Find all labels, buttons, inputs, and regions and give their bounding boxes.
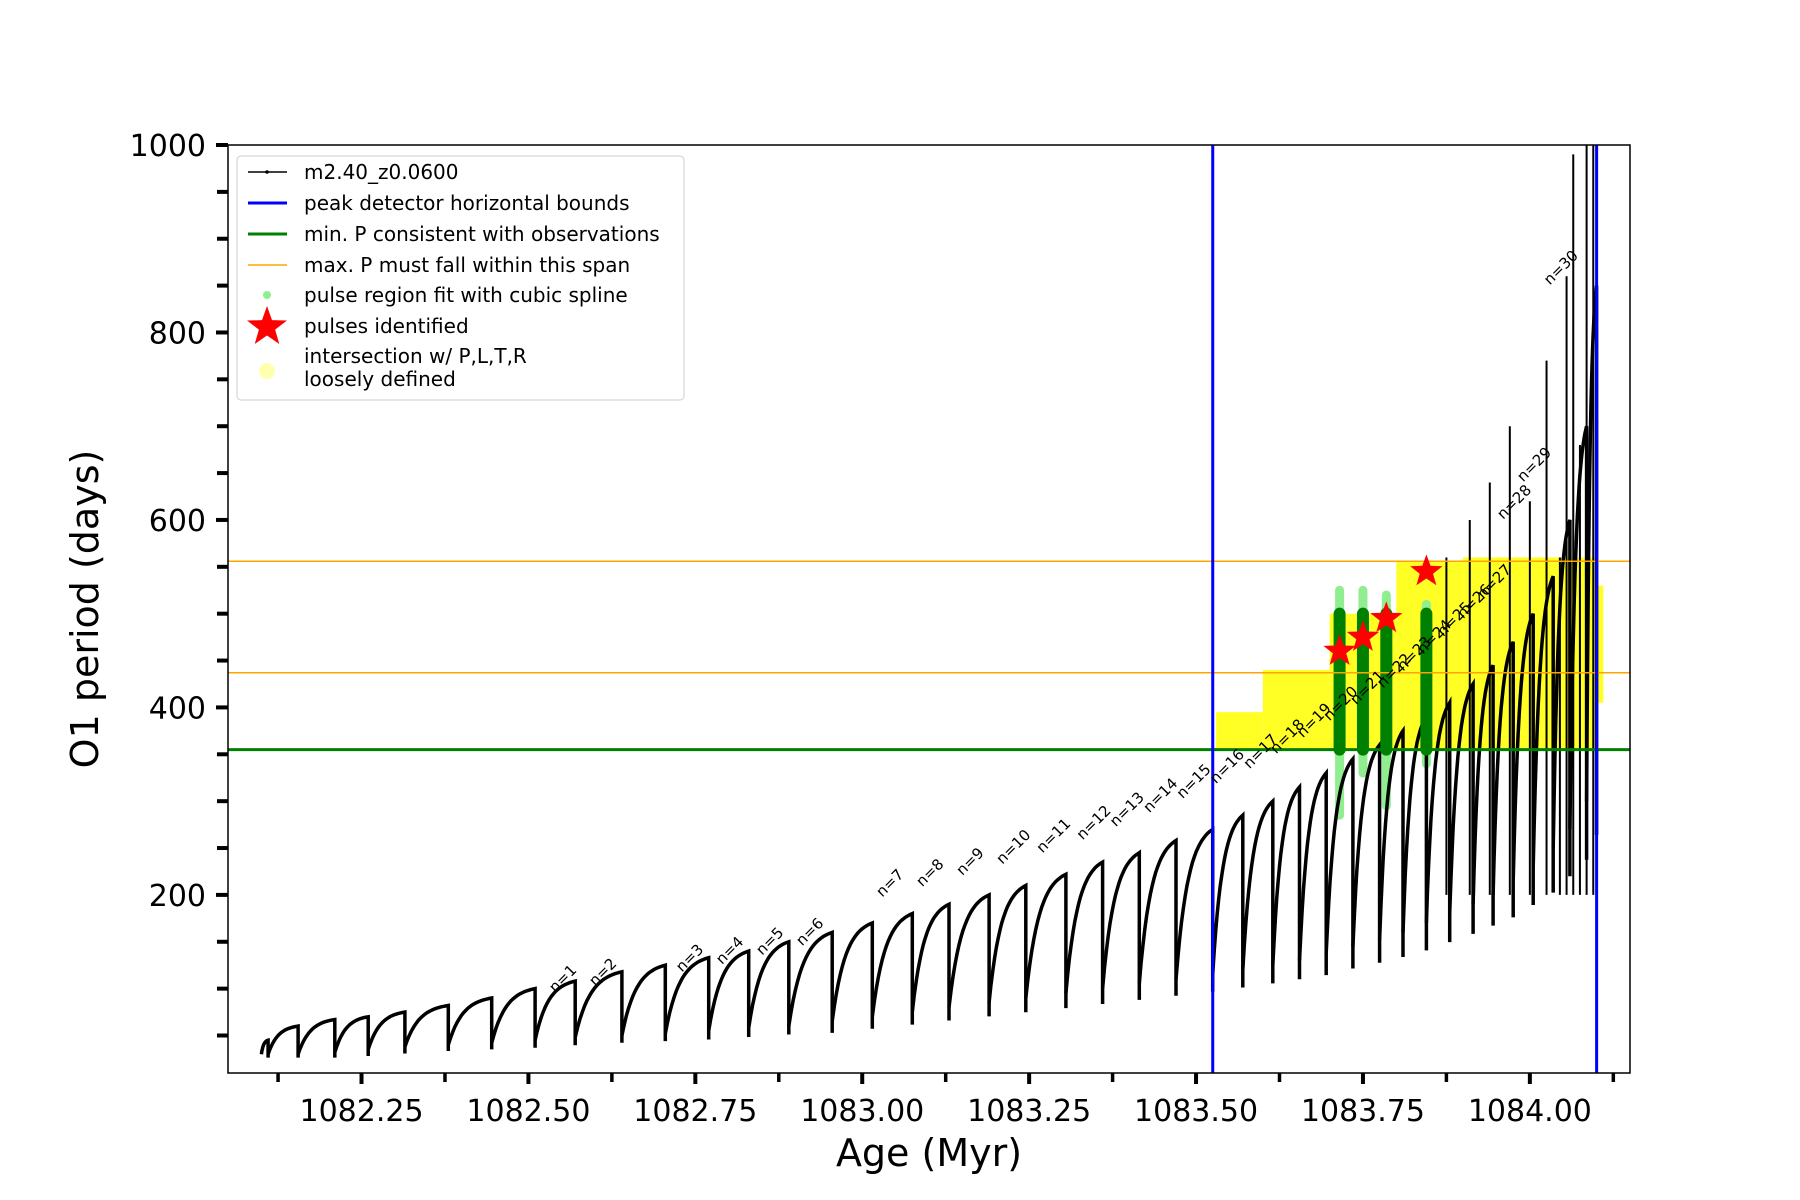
track-pulse-27 <box>1271 782 1302 980</box>
track-pulse-15 <box>830 920 875 1029</box>
x-axis-label: Age (Myr) <box>836 1131 1022 1175</box>
track-pulse-1 <box>266 1023 300 1058</box>
track-pulse-0 <box>259 1037 270 1058</box>
yellow-region-5 <box>1596 585 1604 703</box>
x-tick-label-4: 1083.25 <box>967 1094 1091 1129</box>
legend-label-5: pulses identified <box>304 314 469 338</box>
track-pulse-19 <box>987 882 1028 1013</box>
pulse-star-0 <box>1323 634 1356 665</box>
x-tick-label-0: 1082.25 <box>299 1094 423 1129</box>
track-pulse-28 <box>1297 768 1328 976</box>
x-tick-label-7: 1084.00 <box>1468 1094 1592 1129</box>
track-pulse-12 <box>706 948 751 1037</box>
y-tick-label-4: 1000 <box>130 129 206 164</box>
track-pulse-6 <box>446 995 494 1050</box>
yellow-region-1 <box>1262 669 1330 750</box>
legend-handle-dot-0 <box>265 170 269 174</box>
track-pulse-10 <box>620 962 668 1042</box>
track-pulse-9 <box>573 969 624 1043</box>
x-tick-label-1: 1082.50 <box>466 1094 590 1129</box>
x-tick-label-6: 1083.75 <box>1301 1094 1425 1129</box>
y-tick-label-1: 400 <box>149 691 206 726</box>
track-pulse-16 <box>870 910 915 1025</box>
track-pulse-8 <box>533 978 577 1046</box>
y-tick-label-3: 800 <box>149 316 206 351</box>
track-pulse-4 <box>366 1010 407 1054</box>
track-pulse-2 <box>296 1017 337 1058</box>
x-tick-label-2: 1082.75 <box>633 1094 757 1129</box>
plot-frame <box>227 144 1631 1074</box>
axis-ticks: 1082.25 1082.50 1082.75 1083.00 1083.25 1083.… <box>130 129 1616 1129</box>
x-tick-label-5: 1083.50 <box>1134 1094 1258 1129</box>
track-pulse-17 <box>910 901 951 1021</box>
legend-label-3: max. P must fall within this span <box>304 253 630 277</box>
pulse-star-1 <box>1346 620 1380 651</box>
pulse-star-2 <box>1370 601 1403 633</box>
track-pulse-24 <box>1174 825 1215 992</box>
pulse-star-3 <box>1410 554 1443 586</box>
track-pulse-26 <box>1241 797 1275 984</box>
track-pulse-25 <box>1210 811 1245 988</box>
yellow-region-0 <box>1216 712 1263 750</box>
legend-handle-6 <box>259 363 275 379</box>
track-pulse-38 <box>1531 575 1555 893</box>
track-pulse-20 <box>1024 871 1068 1009</box>
plot-area: n=1 n=2 n=3 n=4 n=5 n=6n=7 n=8 n=9 n=10n=11n=12n… <box>228 145 1630 1073</box>
track-pulse-5 <box>403 1003 451 1051</box>
y-axis-label: O1 period (days) <box>63 450 107 769</box>
track-pulse-22 <box>1100 849 1142 1000</box>
track-pulse-39 <box>1551 519 1572 877</box>
y-tick-label-0: 200 <box>149 879 206 914</box>
legend-label-6: intersection w/ P,L,T,R <box>304 344 527 368</box>
track-pulse-18 <box>947 892 991 1017</box>
legend-handle-5 <box>247 306 287 344</box>
track-pulse-13 <box>746 939 791 1035</box>
track-pulse-29 <box>1324 754 1355 969</box>
legend-label-0: m2.40_z0.0600 <box>304 160 459 184</box>
track-pulse-11 <box>663 955 711 1040</box>
x-tick-label-3: 1083.00 <box>800 1094 924 1129</box>
track-pulse-7 <box>490 986 537 1048</box>
legend-handle-4 <box>263 291 271 299</box>
legend-label-4: pulse region fit with cubic spline <box>304 283 628 307</box>
legend-label-2: min. P consistent with observations <box>304 222 660 246</box>
legend-box <box>236 155 685 401</box>
track-pulse-31 <box>1377 725 1405 957</box>
track-pulse-3 <box>333 1014 370 1056</box>
legend-label-1: peak detector horizontal bounds <box>304 191 630 215</box>
track-pulse-21 <box>1064 859 1105 1004</box>
track-pulse-14 <box>787 929 834 1033</box>
y-tick-label-2: 600 <box>149 504 206 539</box>
track-pulse-23 <box>1137 837 1178 996</box>
legend-label-6-line2: loosely defined <box>304 367 456 391</box>
